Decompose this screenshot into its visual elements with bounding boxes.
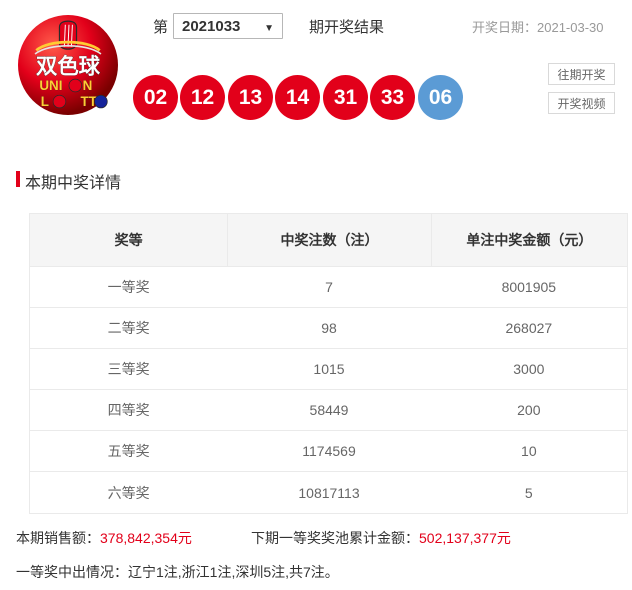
svg-text:UNI: UNI (39, 78, 62, 93)
svg-text:N: N (83, 78, 93, 93)
svg-text:双色球: 双色球 (36, 54, 101, 79)
svg-text:L: L (41, 94, 49, 109)
